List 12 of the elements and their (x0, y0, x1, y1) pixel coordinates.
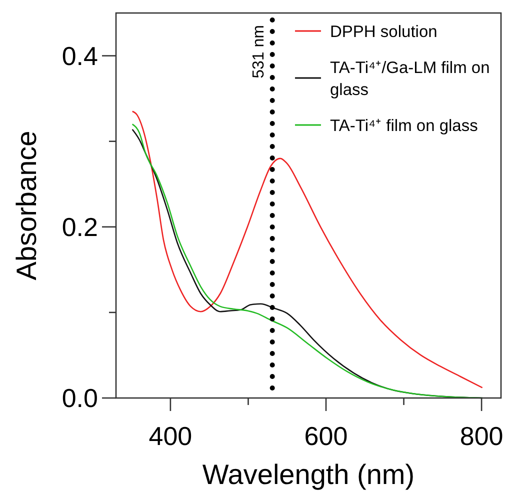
y-tick-label: 0.4 (62, 40, 98, 71)
ref-line-label: 531 nm (250, 25, 268, 78)
y-tick-label: 0.0 (62, 383, 98, 413)
x-tick-label: 600 (304, 421, 348, 451)
legend-label: DPPH solution (330, 23, 438, 41)
x-axis-title: Wavelength (nm) (202, 459, 415, 490)
x-tick-label: 800 (460, 421, 504, 451)
y-tick-label: 0.2 (62, 212, 98, 242)
x-tick-label: 400 (148, 421, 192, 451)
legend-label: TA-Ti⁴⁺ film on glass (330, 117, 478, 135)
y-axis-title: Absorbance (11, 130, 42, 280)
legend-label: TA-Ti⁴⁺/Ga-LM film on glass (330, 59, 490, 99)
